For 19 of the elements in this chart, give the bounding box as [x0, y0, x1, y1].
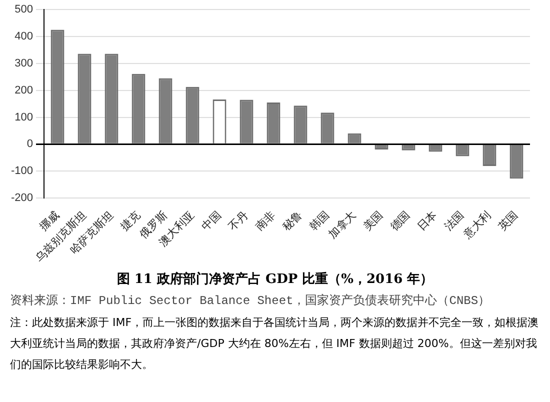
- x-tick-label: 秘鲁: [280, 208, 305, 234]
- text: 注：此处数据来源于 IMF，而上一张图的数据来自于各国统计当局，两个来源的数据并不完全一致，如根据澳大利亚统计当局的数据，其政府净资产/GDP 大约在 80%左右，但 IMF 数据则超过 200%。但这一差别对我们的国际比较结果影响不大。: [10, 315, 540, 373]
- y-tick-label: 400: [14, 30, 34, 43]
- x-tick-label: 美国: [360, 208, 386, 234]
- text: 资料来源：IMF Public Sector Balance Sheet，国家资产负债表研究中心（CNBS）: [10, 292, 492, 309]
- y-tick-label: -200: [10, 192, 34, 204]
- y-tick-label: 300: [14, 57, 34, 70]
- y-tick-label: 200: [14, 84, 34, 96]
- y-tick-label: 100: [14, 111, 34, 124]
- x-tick-label: 日本: [414, 208, 440, 234]
- y-tick-label: 0: [26, 138, 34, 150]
- text: 图 11 政府部门净资产占 GDP 比重（%，2016 年）: [116, 270, 434, 288]
- x-tick-label: 德国: [388, 208, 413, 234]
- y-tick-label: 500: [14, 4, 34, 16]
- x-tick-label: 英国: [496, 208, 521, 234]
- x-tick-label: 不丹: [226, 208, 251, 234]
- x-tick-label: 中国: [198, 208, 224, 234]
- y-tick-label: -100: [10, 165, 34, 178]
- x-tick-label: 南非: [252, 208, 278, 234]
